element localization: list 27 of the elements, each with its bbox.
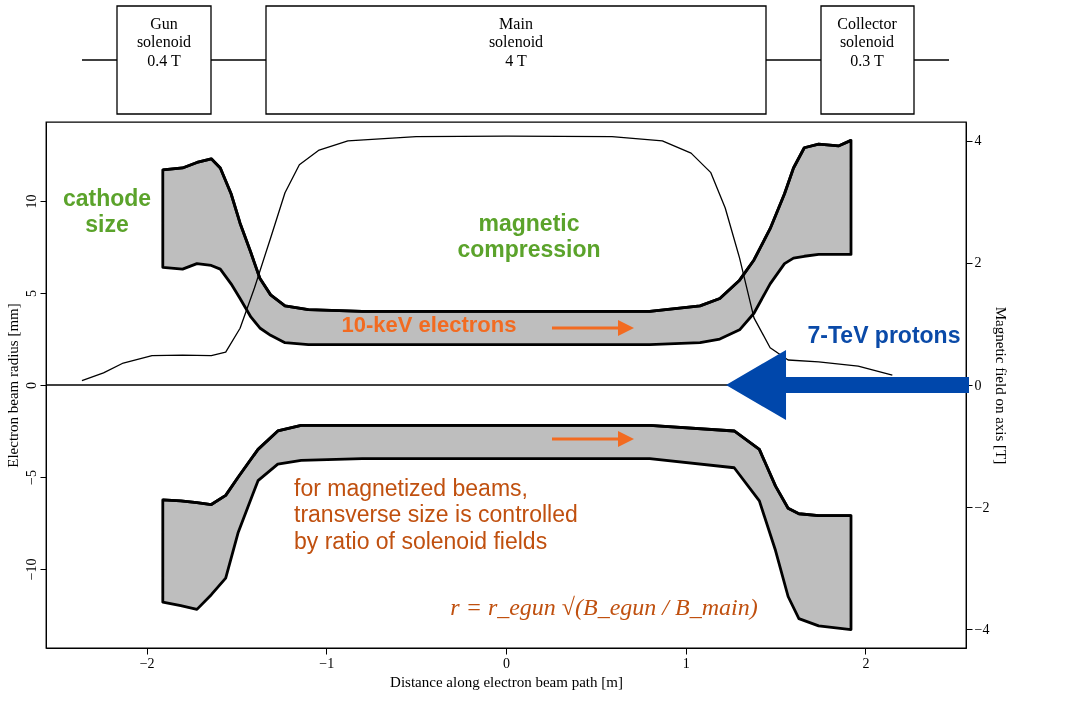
y-tick-label: 0: [23, 382, 39, 389]
text: Gun solenoid 0.4 T: [136, 15, 192, 69]
x-tick-label: 2: [862, 655, 870, 671]
x-tick-label: 1: [682, 655, 690, 671]
y2-tick-label: 0: [974, 377, 982, 393]
y-tick-label: 10: [23, 194, 39, 209]
y-tick-label: −10: [23, 558, 39, 581]
y-tick-label: −5: [23, 470, 39, 485]
x-tick-label: −2: [139, 655, 155, 671]
annotation: 10-keV electrons: [341, 312, 517, 337]
y-tick-label: 5: [23, 290, 39, 298]
text: Main solenoid 4 T: [488, 15, 544, 69]
y2-tick-label: −2: [974, 499, 990, 515]
annotation: r = r_egun √(B_egun / B_main): [450, 594, 758, 620]
annotation: 7-TeV protons: [807, 322, 961, 348]
annotation: magnetic compression: [457, 210, 601, 263]
y2-tick-label: −4: [974, 621, 990, 637]
text: Collector solenoid 0.3 T: [837, 15, 898, 69]
x-tick-label: −1: [319, 655, 335, 671]
y2-axis-title: Magnetic field on axis [T]: [993, 306, 1010, 465]
annotation: for magnetized beams, transverse size is controlled by ratio of solenoid fields: [294, 475, 578, 554]
y-axis-title: Electron beam radius [mm]: [4, 303, 21, 468]
y2-tick-label: 4: [974, 133, 982, 149]
x-tick-label: 0: [503, 655, 510, 671]
y2-tick-label: 2: [974, 255, 982, 271]
annotation: cathode size: [62, 185, 152, 238]
x-axis-title: Distance along electron beam path [m]: [390, 673, 623, 690]
